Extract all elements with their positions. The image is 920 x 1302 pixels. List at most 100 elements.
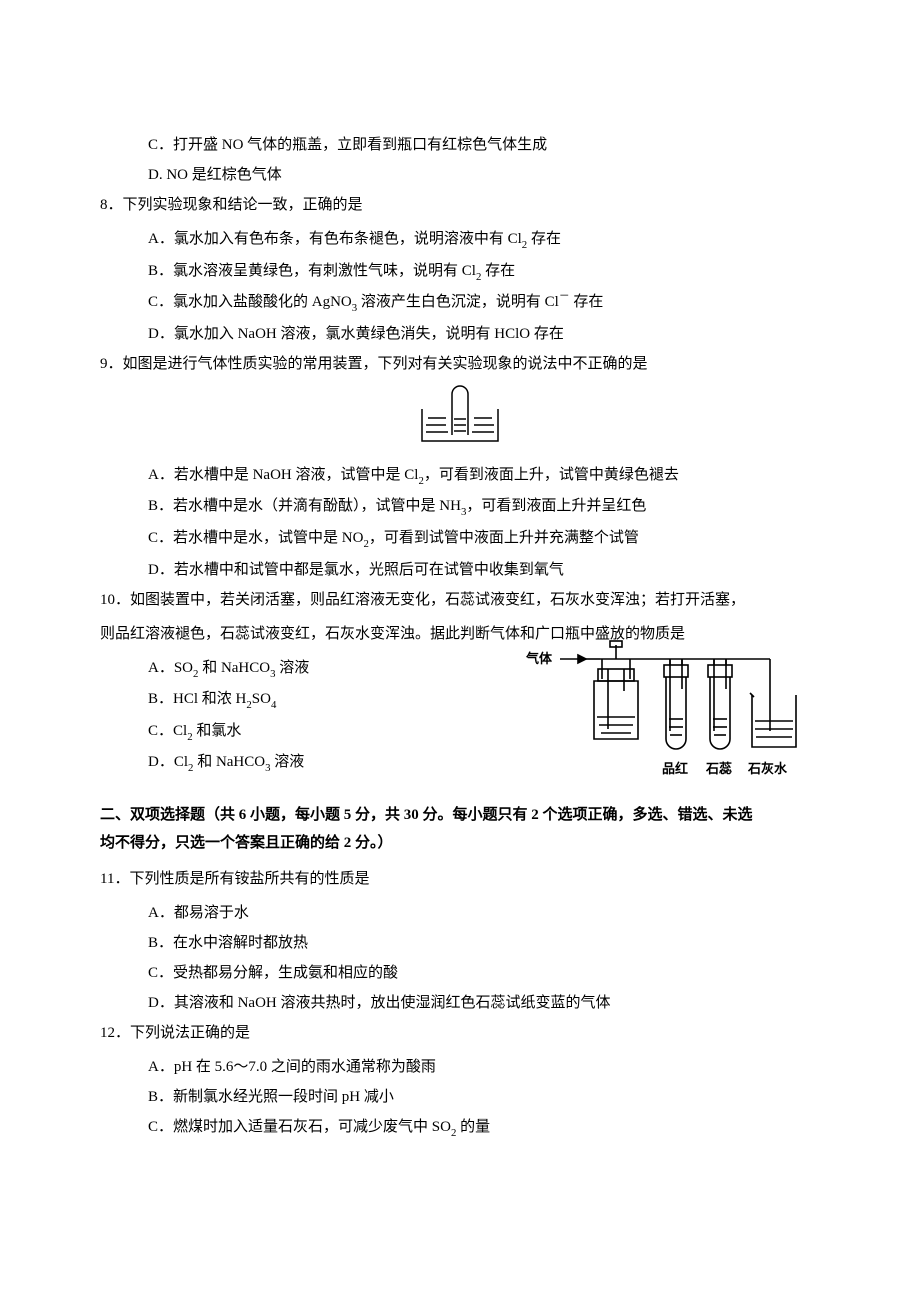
q10-diagram: 气体 (520, 639, 800, 800)
option-text: 和 NaHCO (198, 660, 270, 676)
q8-option-d: D．氯水加入 NaOH 溶液，氯水黄绿色消失，说明有 HClO 存在 (100, 319, 820, 349)
svg-text:气体: 气体 (526, 651, 553, 666)
option-label: B． (148, 498, 173, 514)
svg-text:石蕊: 石蕊 (705, 761, 732, 776)
question-10: 10．如图装置中，若关闭活塞，则品红溶液无变化，石蕊试液变红，石灰水变浑浊；若打… (100, 585, 820, 615)
q8-option-c: C．氯水加入盐酸酸化的 AgNO3 溶液产生白色沉淀，说明有 Cl－ 存在 (100, 287, 820, 319)
q12-option-a: A．pH 在 5.6～7.0 之间的雨水通常称为酸雨 (100, 1052, 820, 1082)
option-label: A． (148, 905, 174, 921)
option-text: 打开盛 NO 气体的瓶盖，立即看到瓶口有红棕色气体生成 (173, 137, 547, 153)
option-text: 溶液产生白色沉淀，说明有 Cl (357, 294, 559, 310)
option-label: D． (148, 562, 174, 578)
q9-option-a: A．若水槽中是 NaOH 溶液，试管中是 Cl2，可看到液面上升，试管中黄绿色褪… (100, 460, 820, 492)
svg-text:石灰水: 石灰水 (747, 761, 788, 776)
option-text: 氯水加入盐酸酸化的 AgNO (173, 294, 352, 310)
option-label: B． (148, 1089, 173, 1105)
question-number: 9． (100, 356, 123, 372)
q7-option-d: D. NO 是红棕色气体 (100, 160, 820, 190)
section-2-header: 二、双项选择题（共 6 小题，每小题 5 分，共 30 分。每小题只有 2 个选… (100, 801, 820, 858)
option-label: D. (148, 167, 163, 183)
question-number: 11． (100, 871, 129, 887)
subscript: 2 (188, 762, 193, 774)
section-header-line: 二、双项选择题（共 6 小题，每小题 5 分，共 30 分。每小题只有 2 个选… (100, 801, 820, 830)
subscript: 2 (522, 239, 527, 251)
q7-option-c: C．打开盛 NO 气体的瓶盖，立即看到瓶口有红棕色气体生成 (100, 130, 820, 160)
option-label: A． (148, 467, 174, 483)
option-text: 燃煤时加入适量石灰石，可减少废气中 SO (173, 1119, 451, 1135)
option-label: C． (148, 137, 173, 153)
subscript: 2 (363, 538, 368, 550)
option-text: pH 在 5.6～7.0 之间的雨水通常称为酸雨 (174, 1059, 436, 1075)
subscript: 3 (461, 506, 466, 518)
option-text: 若水槽中是水（并滴有酚酞），试管中是 NH (173, 498, 461, 514)
option-text: 和氯水 (193, 723, 242, 739)
option-text: 在水中溶解时都放热 (173, 935, 308, 951)
option-text: 若水槽中和试管中都是氯水，光照后可在试管中收集到氧气 (174, 562, 564, 578)
question-10-wrap: 10．如图装置中，若关闭活塞，则品红溶液无变化，石蕊试液变红，石灰水变浑浊；若打… (100, 585, 820, 779)
option-text: 存在 (570, 294, 604, 310)
option-text: SO (174, 660, 193, 676)
question-8: 8．下列实验现象和结论一致，正确的是 (100, 190, 820, 220)
option-label: A． (148, 1059, 174, 1075)
option-text: 其溶液和 NaOH 溶液共热时，放出使湿润红色石蕊试纸变蓝的气体 (174, 995, 611, 1011)
option-label: C． (148, 1119, 173, 1135)
subscript: 3 (352, 302, 357, 314)
option-text: 溶液 (271, 754, 305, 770)
option-label: B． (148, 691, 173, 707)
option-label: D． (148, 995, 174, 1011)
question-12: 12．下列说法正确的是 (100, 1018, 820, 1048)
subscript: 2 (451, 1127, 456, 1139)
svg-text:品红: 品红 (662, 761, 688, 776)
option-text: ，可看到液面上升，试管中黄绿色褪去 (424, 467, 679, 483)
subscript: 3 (265, 762, 270, 774)
question-11: 11．下列性质是所有铵盐所共有的性质是 (100, 864, 820, 894)
question-number: 12． (100, 1025, 130, 1041)
option-label: B． (148, 263, 173, 279)
option-text: 氯水溶液呈黄绿色，有刺激性气味，说明有 Cl (173, 263, 476, 279)
q12-option-b: B．新制氯水经光照一段时间 pH 减小 (100, 1082, 820, 1112)
option-text: 若水槽中是 NaOH 溶液，试管中是 Cl (174, 467, 419, 483)
question-stem: 如图是进行气体性质实验的常用装置，下列对有关实验现象的说法中不正确的是 (123, 356, 648, 372)
q9-option-c: C．若水槽中是水，试管中是 NO2，可看到试管中液面上升并充满整个试管 (100, 523, 820, 555)
subscript: 2 (193, 668, 198, 680)
q11-option-a: A．都易溶于水 (100, 898, 820, 928)
q9-option-b: B．若水槽中是水（并滴有酚酞），试管中是 NH3，可看到液面上升并呈红色 (100, 491, 820, 523)
option-label: C． (148, 965, 173, 981)
q8-option-a: A．氯水加入有色布条，有色布条褪色，说明溶液中有 Cl2 存在 (100, 224, 820, 256)
question-stem: 下列性质是所有铵盐所共有的性质是 (129, 871, 369, 887)
q11-option-c: C．受热都易分解，生成氨和相应的酸 (100, 958, 820, 988)
option-text: 和 NaHCO (193, 754, 265, 770)
q9-option-d: D．若水槽中和试管中都是氯水，光照后可在试管中收集到氧气 (100, 555, 820, 585)
section-header-line: 均不得分，只选一个答案且正确的给 2 分。） (100, 829, 820, 858)
option-text: 的量 (456, 1119, 490, 1135)
question-number: 8． (100, 197, 123, 213)
option-label: D． (148, 754, 174, 770)
q8-option-b: B．氯水溶液呈黄绿色，有刺激性气味，说明有 Cl2 存在 (100, 256, 820, 288)
option-label: C． (148, 723, 173, 739)
subscript: 2 (246, 699, 251, 711)
subscript: 4 (271, 699, 276, 711)
option-label: D． (148, 326, 174, 342)
option-label: A． (148, 660, 174, 676)
q12-option-c: C．燃煤时加入适量石灰石，可减少废气中 SO2 的量 (100, 1112, 820, 1144)
option-text: SO (252, 691, 271, 707)
option-label: A． (148, 231, 174, 247)
question-stem: 如图装置中，若关闭活塞，则品红溶液无变化，石蕊试液变红，石灰水变浑浊；若打开活塞… (130, 592, 745, 608)
option-text: Cl (173, 723, 187, 739)
subscript: 2 (476, 271, 481, 283)
q9-diagram (100, 385, 820, 456)
option-text: ，可看到液面上升并呈红色 (466, 498, 646, 514)
option-text: 存在 (481, 263, 515, 279)
option-text: 都易溶于水 (174, 905, 249, 921)
option-text: 若水槽中是水，试管中是 NO (173, 530, 363, 546)
q11-option-b: B．在水中溶解时都放热 (100, 928, 820, 958)
question-stem: 下列实验现象和结论一致，正确的是 (123, 197, 363, 213)
option-text: 受热都易分解，生成氨和相应的酸 (173, 965, 398, 981)
option-text: NO 是红棕色气体 (163, 167, 282, 183)
subscript: 2 (187, 731, 192, 743)
subscript: 3 (270, 668, 275, 680)
subscript: 2 (418, 475, 423, 487)
option-text: Cl (174, 754, 188, 770)
question-number: 10． (100, 592, 130, 608)
option-label: C． (148, 294, 173, 310)
